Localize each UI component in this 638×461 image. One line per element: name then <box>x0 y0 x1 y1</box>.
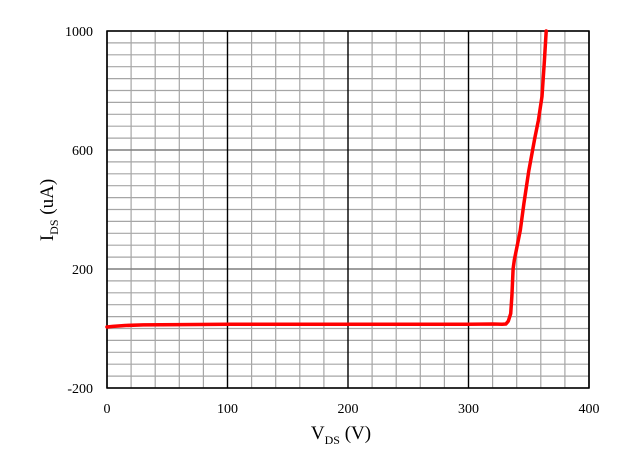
y-tick-label: 200 <box>72 263 93 278</box>
x-tick-label: 400 <box>579 402 600 417</box>
x-tick-label: 100 <box>217 402 238 417</box>
x-axis-label: VDS (V) <box>311 423 371 447</box>
x-tick-label: 200 <box>338 402 359 417</box>
y-axis-label: IDS (uA) <box>37 179 61 241</box>
y-tick-label: 1000 <box>65 25 93 40</box>
plot-area-frame <box>106 30 590 389</box>
x-tick-label: 300 <box>458 402 479 417</box>
y-axis-ticks: -200 200 600 1000 <box>65 25 93 397</box>
y-axis-label-main: I <box>37 235 58 241</box>
y-axis-label-subscript: DS <box>47 219 61 234</box>
x-tick-label: 0 <box>104 402 111 417</box>
y-tick-label: 600 <box>72 144 93 159</box>
series-line-ids <box>105 29 548 329</box>
x-axis-ticks: 0 100 200 300 400 <box>104 402 600 417</box>
series-layer <box>105 29 548 329</box>
y-tick-label: -200 <box>67 382 93 397</box>
x-axis-label-subscript: DS <box>325 433 340 447</box>
x-axis-label-main: V <box>311 423 325 444</box>
y-axis-label-unit: (uA) <box>37 179 58 220</box>
x-axis-label-unit: (V) <box>340 423 371 444</box>
